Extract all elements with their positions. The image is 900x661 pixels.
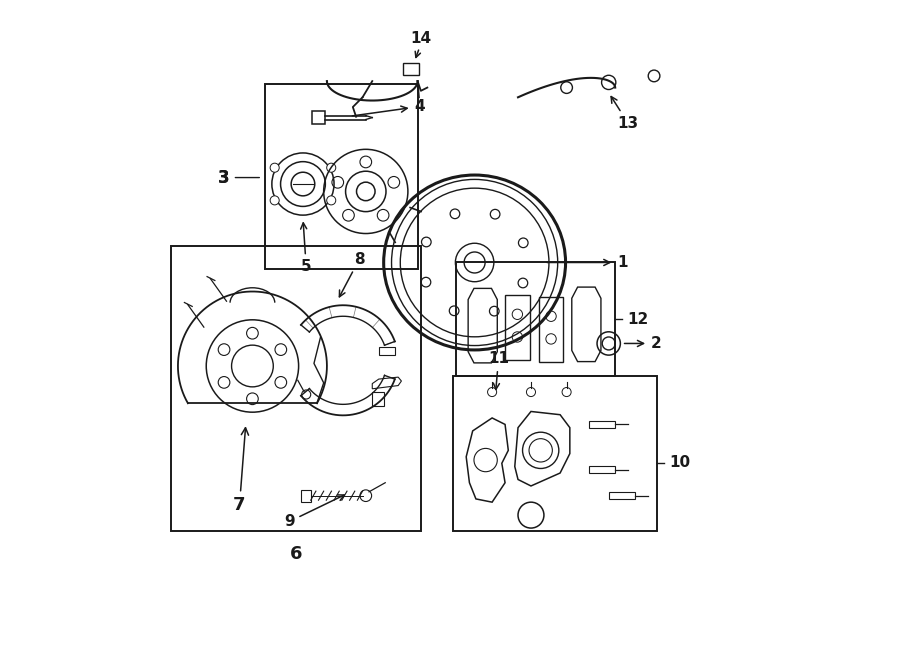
Text: 1: 1 <box>547 255 627 270</box>
Text: 10: 10 <box>669 455 690 471</box>
Bar <box>608 492 634 499</box>
Circle shape <box>270 196 279 205</box>
Bar <box>379 347 395 354</box>
Bar <box>373 392 384 406</box>
Circle shape <box>601 75 616 89</box>
Circle shape <box>270 163 279 173</box>
Text: 11: 11 <box>488 351 509 389</box>
Text: 14: 14 <box>410 32 431 46</box>
Circle shape <box>327 196 336 205</box>
Text: 5: 5 <box>301 223 311 274</box>
Text: 9: 9 <box>284 495 345 529</box>
Text: 7: 7 <box>233 428 248 514</box>
Bar <box>456 262 616 376</box>
Text: 2: 2 <box>625 336 662 351</box>
Bar <box>505 295 530 360</box>
Bar <box>403 63 418 75</box>
Bar <box>539 297 563 362</box>
Text: 8: 8 <box>339 252 365 297</box>
Circle shape <box>561 82 572 93</box>
Text: 12: 12 <box>626 312 648 327</box>
Text: 4: 4 <box>352 99 425 116</box>
Bar <box>312 111 325 124</box>
Bar <box>454 376 657 531</box>
Bar <box>301 490 311 502</box>
Bar <box>172 247 421 531</box>
Text: 3: 3 <box>218 169 259 186</box>
Bar <box>590 420 616 428</box>
Text: 6: 6 <box>290 545 302 563</box>
Circle shape <box>327 163 336 173</box>
Bar <box>266 85 418 269</box>
Text: 3: 3 <box>218 169 230 186</box>
Bar <box>590 466 616 473</box>
Circle shape <box>648 70 660 82</box>
Text: 13: 13 <box>611 97 639 131</box>
